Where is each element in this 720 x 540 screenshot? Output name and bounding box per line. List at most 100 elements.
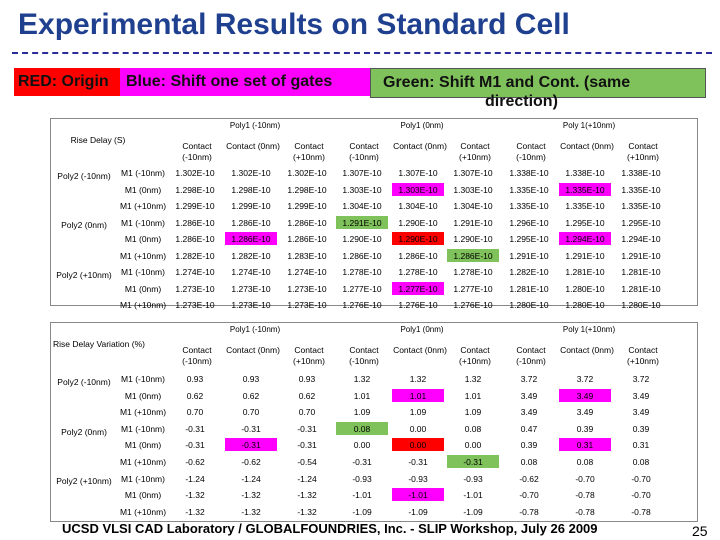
table-cell: -0.31 bbox=[185, 423, 205, 434]
contact-header: Contact (0nm) bbox=[226, 345, 280, 355]
contact-header: Contact (0nm) bbox=[393, 141, 447, 151]
table-cell: 1.291E-10 bbox=[509, 250, 549, 261]
table-cell: 1.32 bbox=[464, 374, 482, 384]
table-cell: -1.32 bbox=[185, 490, 205, 501]
table-cell: 1.290E-10 bbox=[398, 217, 438, 228]
m1-label: M1 (0nm) bbox=[124, 440, 162, 451]
table-cell: 0.31 bbox=[632, 440, 650, 451]
poly2-group-label: Poly2 (0nm) bbox=[61, 220, 107, 231]
highlight-cell bbox=[225, 438, 277, 452]
table-cell: 3.49 bbox=[632, 407, 650, 418]
table-cell: 1.307E-10 bbox=[453, 168, 493, 178]
poly1-header: Poly1 (-10nm) bbox=[229, 325, 281, 334]
table-cell: 0.00 bbox=[409, 423, 427, 434]
table-cell: 1.01 bbox=[464, 390, 482, 401]
table-cell: 1.291E-10 bbox=[621, 250, 661, 261]
table-cell: 0.93 bbox=[298, 374, 316, 384]
m1-label: M1 (0nm) bbox=[124, 390, 162, 401]
table-cell: -0.31 bbox=[463, 457, 483, 467]
table-cell: 1.273E-10 bbox=[287, 283, 327, 294]
table-cell: -1.24 bbox=[297, 473, 317, 484]
table-cell: -1.24 bbox=[185, 473, 205, 484]
table-cell: -0.31 bbox=[185, 440, 205, 451]
table-cell: 1.286E-10 bbox=[287, 234, 327, 244]
table-cell: -1.24 bbox=[241, 473, 261, 484]
contact-header: Contact (+10nm) bbox=[293, 345, 325, 366]
table-cell: 0.93 bbox=[186, 374, 204, 384]
table-cell: 0.39 bbox=[576, 423, 594, 434]
highlight-cell bbox=[392, 182, 444, 196]
table-cell: -0.62 bbox=[241, 457, 261, 467]
title-divider bbox=[12, 52, 712, 54]
m1-label: M1 (+10nm) bbox=[119, 457, 167, 467]
table-cell: -1.09 bbox=[408, 506, 428, 517]
table-cell: -0.70 bbox=[519, 490, 539, 501]
table-cell: 1.286E-10 bbox=[175, 234, 215, 244]
table-cell: 1.278E-10 bbox=[398, 267, 438, 277]
table-cell: 1.276E-10 bbox=[342, 300, 382, 310]
table-cell: 3.49 bbox=[576, 407, 594, 418]
contact-header: Contact (-10nm) bbox=[516, 141, 546, 162]
table-cell: 1.294E-10 bbox=[565, 234, 605, 244]
legend-green: Green: Shift M1 and Cont. (same bbox=[370, 68, 706, 98]
table-cell: 0.39 bbox=[520, 440, 538, 451]
table-cell: 1.286E-10 bbox=[231, 234, 271, 244]
table-cell: 1.274E-10 bbox=[287, 267, 327, 277]
table-cell: 1.281E-10 bbox=[565, 267, 605, 277]
table-cell: 1.286E-10 bbox=[287, 217, 327, 228]
table-cell: 3.49 bbox=[520, 407, 538, 418]
table-cell: 1.276E-10 bbox=[453, 300, 493, 310]
highlight-cell bbox=[559, 438, 611, 452]
poly1-header: Poly1 (0nm) bbox=[400, 325, 444, 334]
table-cell: 1.338E-10 bbox=[565, 168, 605, 178]
table-cell: 0.00 bbox=[464, 440, 482, 451]
table-cell: 1.273E-10 bbox=[231, 300, 271, 310]
poly2-group-label: Poly2 (-10nm) bbox=[57, 170, 111, 181]
contact-header: Contact (-10nm) bbox=[182, 345, 212, 366]
table-cell: 1.09 bbox=[409, 407, 427, 418]
table-cell: 3.72 bbox=[632, 374, 650, 384]
m1-label: M1 (-10nm) bbox=[121, 473, 165, 484]
table-cell: 1.281E-10 bbox=[621, 267, 661, 277]
table-cell: -0.31 bbox=[297, 440, 317, 451]
table-cell: 1.335E-10 bbox=[621, 184, 661, 195]
table-cell: -0.93 bbox=[352, 473, 372, 484]
table-cell: 1.273E-10 bbox=[287, 300, 327, 310]
table-cell: 1.273E-10 bbox=[175, 283, 215, 294]
table-cell: 0.47 bbox=[520, 423, 538, 434]
table-cell: 0.08 bbox=[520, 457, 538, 467]
table-cell: -0.70 bbox=[631, 473, 651, 484]
table-cell: 1.273E-10 bbox=[175, 300, 215, 310]
m1-label: M1 (-10nm) bbox=[121, 374, 165, 384]
table-cell: 1.335E-10 bbox=[509, 201, 549, 211]
highlight-cell bbox=[447, 248, 499, 262]
table-cell: 1.291E-10 bbox=[342, 217, 382, 228]
poly2-group-label: Poly2 (+10nm) bbox=[56, 269, 112, 280]
m1-label: M1 (-10nm) bbox=[121, 217, 165, 228]
rise-delay-table: Poly1 (-10nm) Poly1 (0nm) Poly 1(+10nm) Ris… bbox=[50, 118, 698, 310]
poly1-header: Poly 1(+10nm) bbox=[562, 325, 616, 334]
highlight-cell bbox=[447, 455, 499, 468]
highlight-cell bbox=[336, 215, 388, 229]
m1-label: M1 (0nm) bbox=[124, 490, 162, 501]
table-cell: 1.294E-10 bbox=[621, 234, 661, 244]
table-cell: 3.72 bbox=[576, 374, 594, 384]
table-cell: -1.01 bbox=[408, 490, 428, 501]
table-cell: 3.49 bbox=[632, 390, 650, 401]
table-cell: 1.304E-10 bbox=[453, 201, 493, 211]
table-cell: 1.278E-10 bbox=[453, 267, 493, 277]
table-cell: 0.00 bbox=[409, 440, 427, 451]
legend-blue: Blue: Shift one set of gates bbox=[120, 68, 382, 96]
legend-red: RED: Origin bbox=[14, 68, 136, 96]
highlight-cell bbox=[559, 232, 611, 245]
m1-label: M1 (0nm) bbox=[124, 234, 162, 244]
table-cell: 0.62 bbox=[242, 390, 260, 401]
table-cell: 1.277E-10 bbox=[342, 283, 382, 294]
table-cell: 0.70 bbox=[298, 407, 316, 418]
table-cell: 0.62 bbox=[298, 390, 316, 401]
table-cell: -0.78 bbox=[631, 506, 651, 517]
table-cell: 1.278E-10 bbox=[342, 267, 382, 277]
page-number: 25 bbox=[692, 523, 708, 539]
table-cell: -0.78 bbox=[519, 506, 539, 517]
table-cell: 1.303E-10 bbox=[342, 184, 382, 195]
